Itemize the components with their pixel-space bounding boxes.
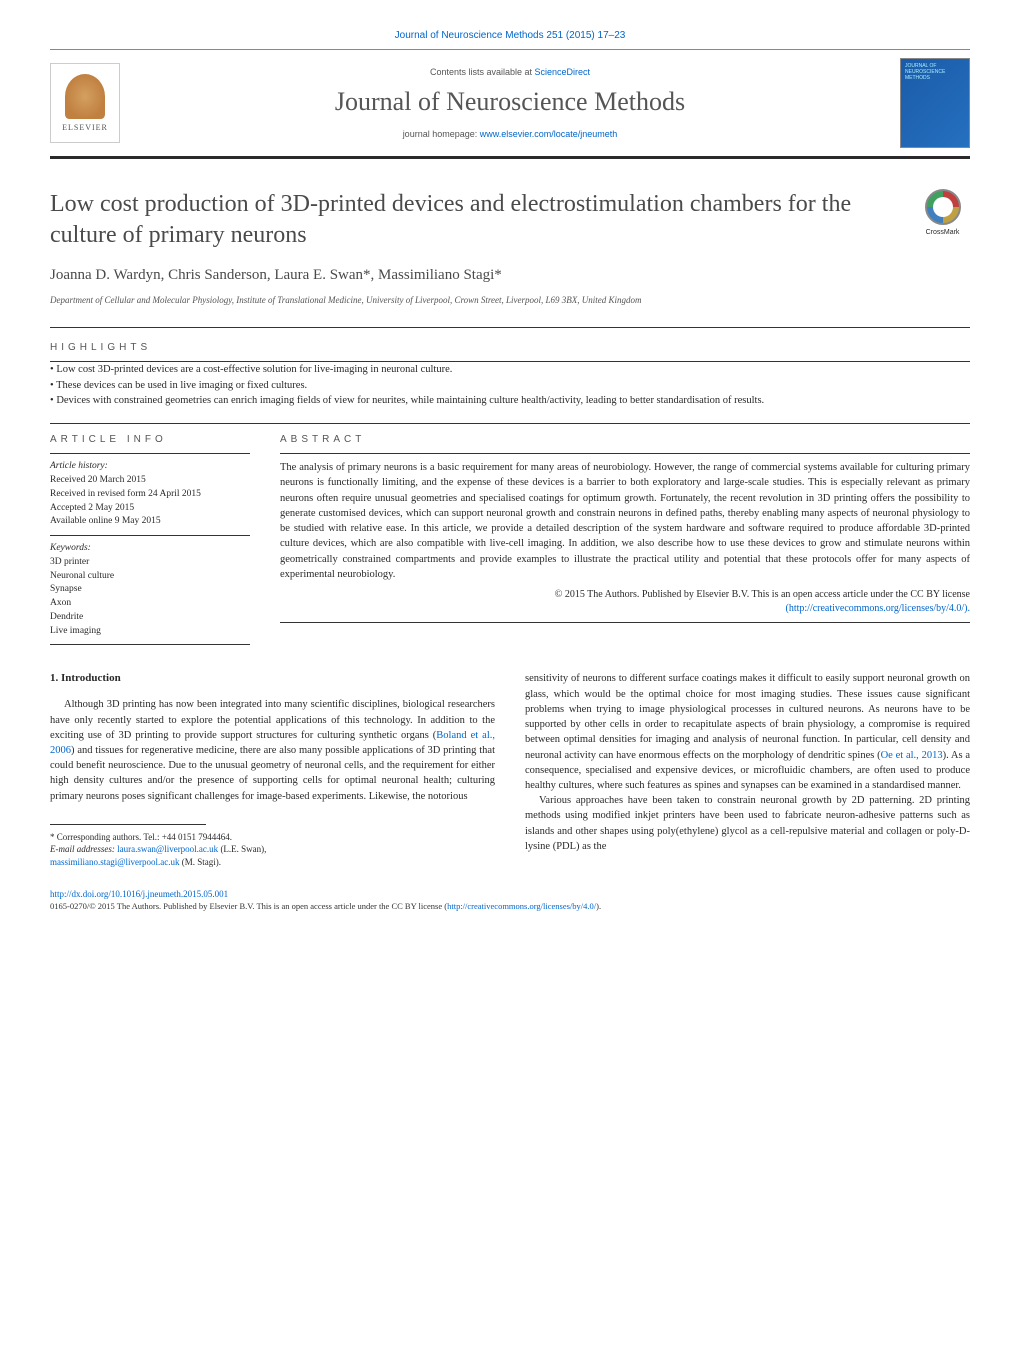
keyword: Neuronal culture xyxy=(50,570,250,584)
cc-link[interactable]: http://creativecommons.org/licenses/by/4… xyxy=(447,901,596,911)
ref-link[interactable]: Oe et al., 2013 xyxy=(881,750,943,761)
keyword: Synapse xyxy=(50,583,250,597)
email-line: E-mail addresses: laura.swan@liverpool.a… xyxy=(50,843,495,856)
rule xyxy=(50,423,970,424)
abstract-text: The analysis of primary neurons is a bas… xyxy=(280,460,970,582)
body-paragraph: Although 3D printing has now been integr… xyxy=(50,697,495,804)
contents-line: Contents lists available at ScienceDirec… xyxy=(120,67,900,77)
keyword: 3D printer xyxy=(50,556,250,570)
intro-heading: 1. Introduction xyxy=(50,671,495,687)
issn-text: 0165-0270/© 2015 The Authors. Published … xyxy=(50,901,447,911)
journal-cover-thumb: JOURNAL OF NEUROSCIENCE METHODS xyxy=(900,58,970,148)
footnote-rule xyxy=(50,824,206,825)
issn-line: 0165-0270/© 2015 The Authors. Published … xyxy=(50,901,970,911)
history-title: Article history: xyxy=(50,460,250,474)
keywords-block: Keywords: 3D printer Neuronal culture Sy… xyxy=(50,542,250,638)
body-col-right: sensitivity of neurons to different surf… xyxy=(525,671,970,868)
email-name: (M. Stagi). xyxy=(180,857,222,867)
article-info: ARTICLE INFO Article history: Received 2… xyxy=(50,428,250,645)
crossmark-label: CrossMark xyxy=(926,229,960,236)
license-link[interactable]: (http://creativecommons.org/licenses/by/… xyxy=(786,603,971,614)
elsevier-logo: ELSEVIER xyxy=(50,63,120,143)
elsevier-text: ELSEVIER xyxy=(62,123,108,132)
history-line: Accepted 2 May 2015 xyxy=(50,502,250,516)
abstract-column: ABSTRACT The analysis of primary neurons… xyxy=(280,428,970,645)
highlights-list: Low cost 3D-printed devices are a cost-e… xyxy=(50,362,970,409)
highlights-label: HIGHLIGHTS xyxy=(50,342,970,353)
body-col-left: 1. Introduction Although 3D printing has… xyxy=(50,671,495,868)
email-name: (L.E. Swan), xyxy=(218,844,266,854)
email-link[interactable]: massimiliano.stagi@liverpool.ac.uk xyxy=(50,857,180,867)
homepage-link[interactable]: www.elsevier.com/locate/jneumeth xyxy=(480,129,618,139)
journal-homepage: journal homepage: www.elsevier.com/locat… xyxy=(120,129,900,139)
doi-link[interactable]: http://dx.doi.org/10.1016/j.jneumeth.201… xyxy=(50,889,228,899)
body-text: ) and tissues for regenerative medicine,… xyxy=(50,745,495,802)
citation-line: Journal of Neuroscience Methods 251 (201… xyxy=(50,30,970,41)
highlight-item: Devices with constrained geometries can … xyxy=(50,393,970,409)
homepage-prefix: journal homepage: xyxy=(403,129,480,139)
body-paragraph: sensitivity of neurons to different surf… xyxy=(525,671,970,793)
abstract-label: ABSTRACT xyxy=(280,434,970,445)
elsevier-tree-icon xyxy=(65,74,105,119)
body-text: Although 3D printing has now been integr… xyxy=(50,699,495,740)
history-line: Available online 9 May 2015 xyxy=(50,515,250,529)
email-link[interactable]: laura.swan@liverpool.ac.uk xyxy=(117,844,218,854)
authors: Joanna D. Wardyn, Chris Sanderson, Laura… xyxy=(50,267,970,284)
body-paragraph: Various approaches have been taken to co… xyxy=(525,793,970,854)
crossmark-icon xyxy=(925,189,961,225)
keyword: Dendrite xyxy=(50,611,250,625)
article-info-label: ARTICLE INFO xyxy=(50,434,250,445)
contents-prefix: Contents lists available at xyxy=(430,67,535,77)
history-line: Received 20 March 2015 xyxy=(50,474,250,488)
sciencedirect-link[interactable]: ScienceDirect xyxy=(535,67,591,77)
copyright-text: © 2015 The Authors. Published by Elsevie… xyxy=(555,589,970,600)
history-line: Received in revised form 24 April 2015 xyxy=(50,488,250,502)
keyword: Axon xyxy=(50,597,250,611)
corresponding-authors: * Corresponding authors. Tel.: +44 0151 … xyxy=(50,831,495,844)
journal-title: Journal of Neuroscience Methods xyxy=(120,87,900,117)
article-title: Low cost production of 3D-printed device… xyxy=(50,189,895,251)
journal-bar: ELSEVIER Contents lists available at Sci… xyxy=(50,49,970,159)
email-line: massimiliano.stagi@liverpool.ac.uk (M. S… xyxy=(50,856,495,869)
rule xyxy=(50,327,970,328)
affiliation: Department of Cellular and Molecular Phy… xyxy=(50,294,970,307)
body-columns: 1. Introduction Although 3D printing has… xyxy=(50,671,970,868)
body-text: sensitivity of neurons to different surf… xyxy=(525,673,970,760)
keyword: Live imaging xyxy=(50,625,250,639)
doi-line: http://dx.doi.org/10.1016/j.jneumeth.201… xyxy=(50,889,970,899)
cover-text-3: METHODS xyxy=(905,75,965,81)
crossmark-badge[interactable]: CrossMark xyxy=(915,189,970,236)
highlight-item: These devices can be used in live imagin… xyxy=(50,378,970,394)
article-history: Article history: Received 20 March 2015 … xyxy=(50,460,250,529)
email-prefix: E-mail addresses: xyxy=(50,844,117,854)
highlight-item: Low cost 3D-printed devices are a cost-e… xyxy=(50,362,970,378)
keywords-title: Keywords: xyxy=(50,542,250,556)
copyright: © 2015 The Authors. Published by Elsevie… xyxy=(280,588,970,616)
footnotes: * Corresponding authors. Tel.: +44 0151 … xyxy=(50,831,495,869)
issn-text-end: ). xyxy=(596,901,601,911)
